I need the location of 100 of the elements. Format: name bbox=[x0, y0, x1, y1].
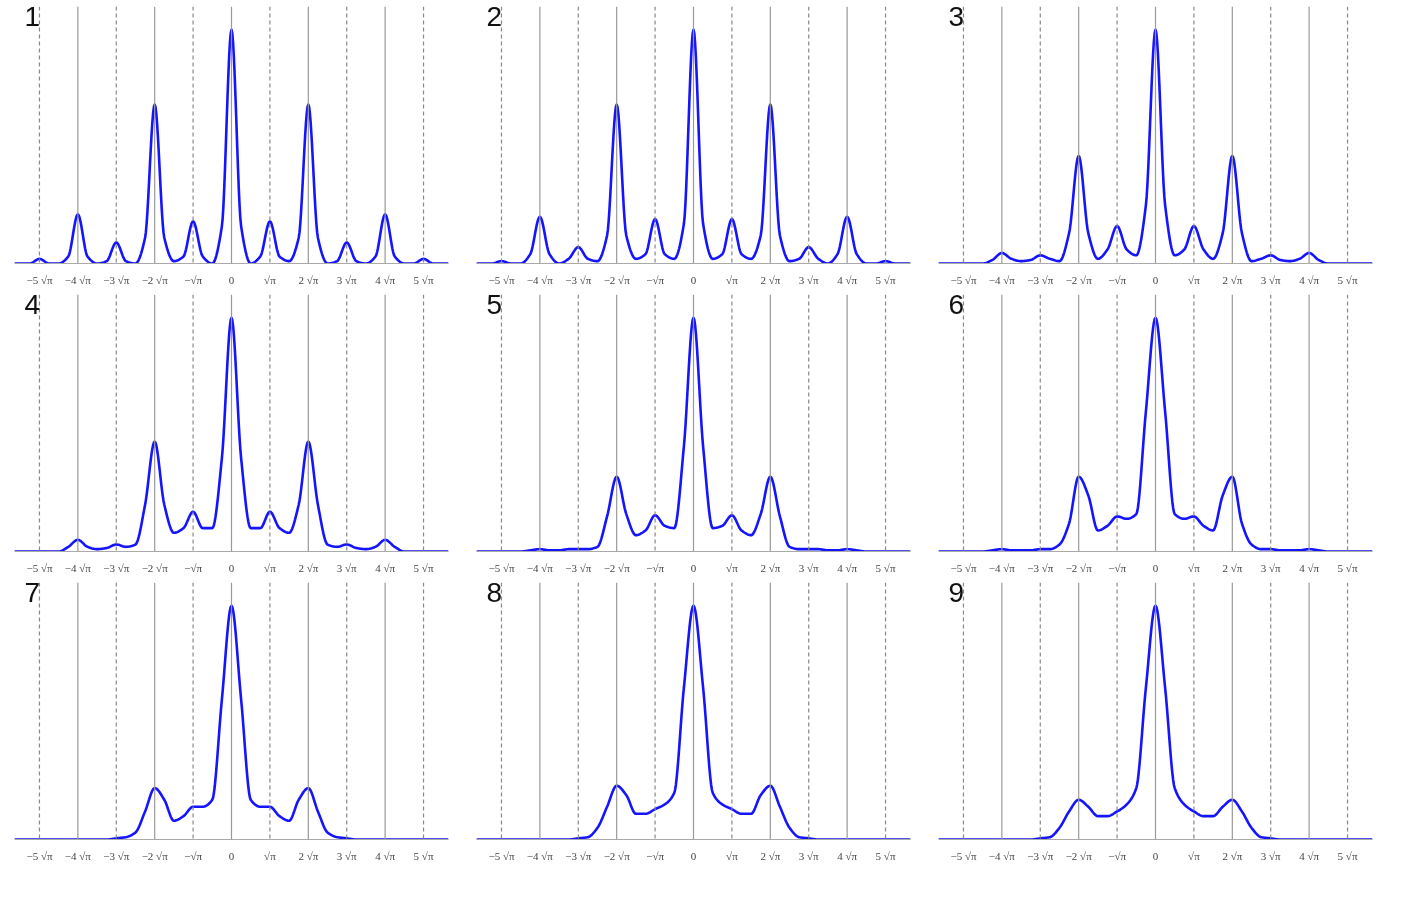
x-tick-label: −√π bbox=[1108, 273, 1127, 286]
x-tick-label: −4 √π bbox=[988, 561, 1016, 574]
x-tick-label: −3 √π bbox=[103, 849, 130, 862]
x-tick-label: −5 √π bbox=[950, 561, 977, 574]
x-tick-label: −4 √π bbox=[988, 849, 1016, 862]
x-tick-label: −√π bbox=[646, 849, 665, 862]
x-tick-label: 5 √π bbox=[413, 561, 434, 574]
x-tick-label: −5 √π bbox=[488, 849, 515, 862]
x-tick-label: −√π bbox=[646, 273, 665, 286]
x-tick-label: −2 √π bbox=[141, 561, 169, 574]
x-tick-label: −√π bbox=[184, 849, 203, 862]
x-tick-label: 0 bbox=[228, 849, 235, 862]
x-tick-label: 2 √π bbox=[1222, 273, 1243, 286]
x-tick-label: −4 √π bbox=[64, 849, 92, 862]
x-tick-label: 2 √π bbox=[760, 561, 781, 574]
x-tick-label: −√π bbox=[184, 561, 203, 574]
x-tick-label: 5 √π bbox=[413, 273, 434, 286]
x-tick-label: 0 bbox=[690, 273, 697, 286]
x-tick-label: 5 √π bbox=[1337, 273, 1358, 286]
x-tick-label: 5 √π bbox=[875, 273, 896, 286]
x-tick-label: √π bbox=[264, 849, 277, 862]
x-tick-label: −2 √π bbox=[141, 849, 169, 862]
x-tick-label: −2 √π bbox=[1065, 849, 1093, 862]
chart-title: 4 bbox=[24, 288, 41, 320]
x-tick-label: 5 √π bbox=[875, 561, 896, 574]
x-tick-label: √π bbox=[726, 273, 739, 286]
x-tick-label: 4 √π bbox=[837, 561, 858, 574]
x-tick-label: √π bbox=[264, 273, 277, 286]
x-tick-label: −5 √π bbox=[488, 273, 515, 286]
x-tick-label: −4 √π bbox=[64, 561, 92, 574]
x-tick-label: √π bbox=[726, 849, 739, 862]
x-tick-label: −2 √π bbox=[1065, 561, 1093, 574]
x-tick-label: −3 √π bbox=[103, 561, 130, 574]
x-tick-label: 2 √π bbox=[298, 273, 319, 286]
chart-title: 3 bbox=[948, 0, 965, 32]
x-tick-label: 3 √π bbox=[1260, 273, 1282, 286]
x-tick-label: 4 √π bbox=[837, 273, 858, 286]
x-tick-label: 3 √π bbox=[1260, 849, 1282, 862]
x-tick-label: −4 √π bbox=[988, 273, 1016, 286]
x-tick-label: −5 √π bbox=[950, 849, 977, 862]
x-tick-label: 4 √π bbox=[375, 273, 396, 286]
x-tick-label: −√π bbox=[184, 273, 203, 286]
x-tick-label: 2 √π bbox=[1222, 849, 1243, 862]
x-tick-label: −√π bbox=[1108, 561, 1127, 574]
x-tick-label: 2 √π bbox=[1222, 561, 1243, 574]
x-tick-label: 5 √π bbox=[1337, 849, 1358, 862]
x-tick-label: −5 √π bbox=[26, 273, 53, 286]
x-tick-label: −4 √π bbox=[526, 849, 554, 862]
x-tick-label: −5 √π bbox=[488, 561, 515, 574]
x-tick-label: 3 √π bbox=[336, 273, 358, 286]
x-tick-label: 3 √π bbox=[336, 849, 358, 862]
x-tick-label: 3 √π bbox=[798, 273, 820, 286]
x-tick-label: 5 √π bbox=[875, 849, 896, 862]
chart-title: 7 bbox=[24, 576, 41, 608]
x-tick-label: −3 √π bbox=[103, 273, 130, 286]
x-tick-label: −4 √π bbox=[526, 273, 554, 286]
x-tick-label: √π bbox=[726, 561, 739, 574]
x-tick-label: 0 bbox=[1152, 849, 1159, 862]
x-tick-label: −2 √π bbox=[141, 273, 169, 286]
x-tick-label: 4 √π bbox=[375, 561, 396, 574]
x-tick-label: −2 √π bbox=[603, 849, 631, 862]
x-tick-label: −3 √π bbox=[565, 273, 592, 286]
x-tick-label: √π bbox=[264, 561, 277, 574]
x-tick-label: −4 √π bbox=[526, 561, 554, 574]
x-tick-label: 0 bbox=[690, 561, 697, 574]
x-tick-label: √π bbox=[1188, 849, 1201, 862]
chart-title: 1 bbox=[24, 0, 41, 32]
chart-title: 2 bbox=[486, 0, 503, 32]
x-tick-label: 0 bbox=[1152, 561, 1159, 574]
x-tick-label: −3 √π bbox=[1027, 561, 1054, 574]
x-tick-label: −3 √π bbox=[565, 849, 592, 862]
x-tick-label: 0 bbox=[690, 849, 697, 862]
x-tick-label: −5 √π bbox=[950, 273, 977, 286]
x-tick-label: 3 √π bbox=[336, 561, 358, 574]
x-tick-label: 4 √π bbox=[375, 849, 396, 862]
x-tick-label: 4 √π bbox=[1299, 273, 1320, 286]
chart-title: 5 bbox=[486, 288, 503, 320]
chart-title: 6 bbox=[948, 288, 965, 320]
x-tick-label: −5 √π bbox=[26, 561, 53, 574]
x-tick-label: 5 √π bbox=[413, 849, 434, 862]
x-tick-label: 3 √π bbox=[798, 561, 820, 574]
x-tick-label: −3 √π bbox=[1027, 273, 1054, 286]
chart-title: 9 bbox=[948, 576, 965, 608]
x-tick-label: −3 √π bbox=[565, 561, 592, 574]
x-tick-label: −2 √π bbox=[603, 273, 631, 286]
x-tick-label: −4 √π bbox=[64, 273, 92, 286]
x-tick-label: 0 bbox=[1152, 273, 1159, 286]
x-tick-label: 5 √π bbox=[1337, 561, 1358, 574]
chart-title: 8 bbox=[486, 576, 503, 608]
x-tick-label: −3 √π bbox=[1027, 849, 1054, 862]
x-tick-label: −2 √π bbox=[1065, 273, 1093, 286]
x-tick-label: √π bbox=[1188, 561, 1201, 574]
x-tick-label: 4 √π bbox=[1299, 849, 1320, 862]
x-tick-label: 3 √π bbox=[1260, 561, 1282, 574]
x-tick-label: 3 √π bbox=[798, 849, 820, 862]
x-tick-label: 2 √π bbox=[760, 273, 781, 286]
x-tick-label: 2 √π bbox=[298, 561, 319, 574]
x-tick-label: −√π bbox=[646, 561, 665, 574]
x-tick-label: 4 √π bbox=[837, 849, 858, 862]
x-tick-label: 2 √π bbox=[760, 849, 781, 862]
